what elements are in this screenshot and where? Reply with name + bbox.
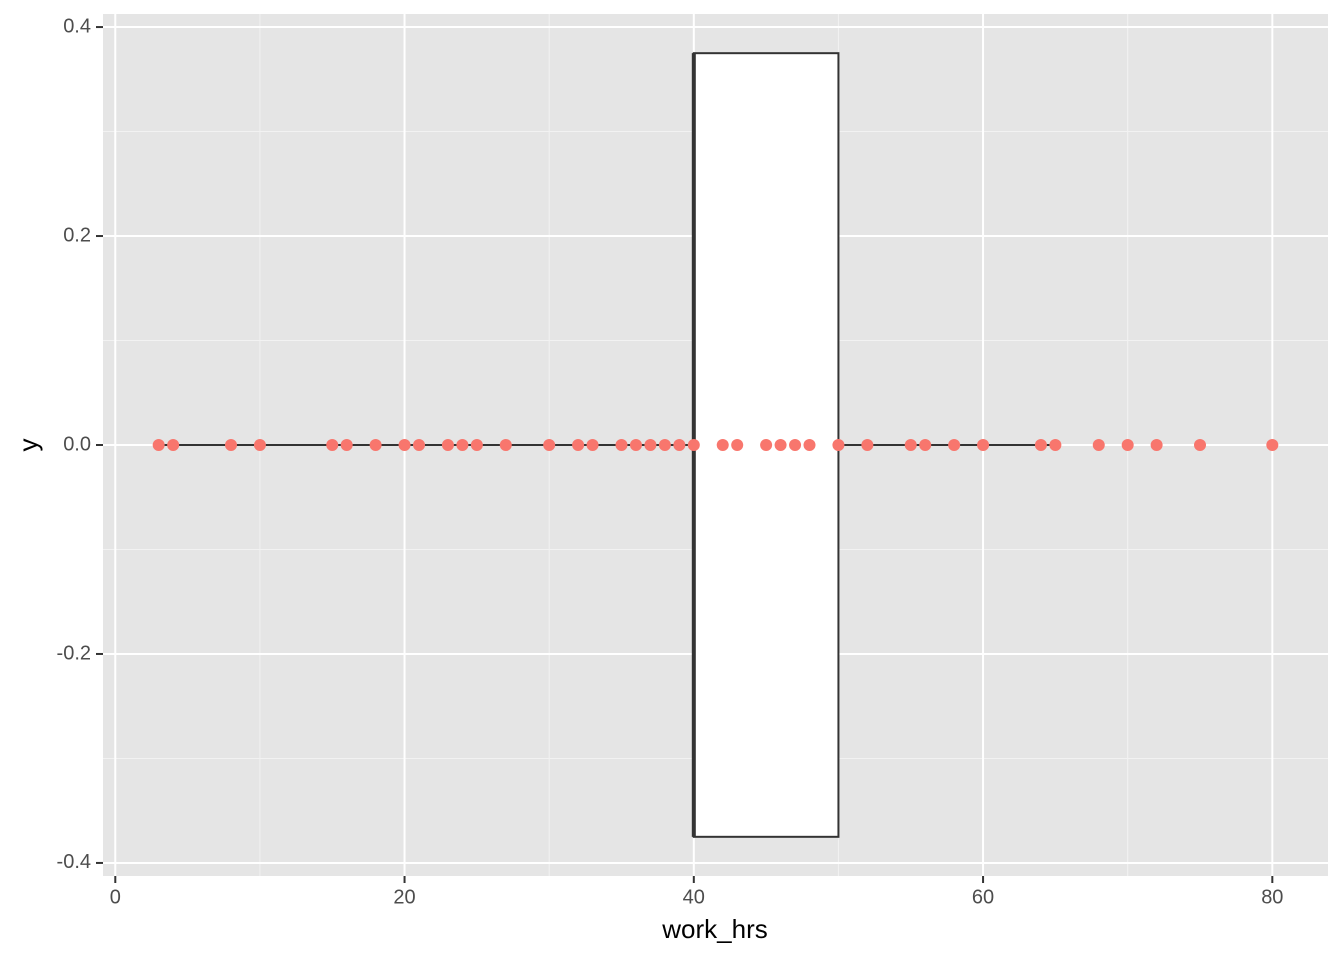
point (731, 439, 744, 451)
point (977, 439, 990, 451)
point (919, 439, 932, 451)
point (1092, 439, 1105, 451)
point (369, 439, 382, 451)
point (167, 439, 180, 451)
point (253, 439, 266, 451)
point (803, 439, 816, 451)
point (760, 439, 773, 451)
x-tick-label: 40 (683, 886, 705, 908)
point (1150, 439, 1163, 451)
point (572, 439, 585, 451)
y-tick-label: 0.4 (63, 15, 91, 37)
point (1121, 439, 1134, 451)
y-tick-label: 0.0 (63, 433, 91, 455)
point (1194, 439, 1207, 451)
point (152, 439, 165, 451)
point (629, 439, 642, 451)
x-tick-label: 80 (1261, 886, 1283, 908)
point (948, 439, 961, 451)
point (1266, 439, 1279, 451)
y-axis-label: y (13, 439, 43, 452)
point (644, 439, 657, 451)
point (716, 439, 729, 451)
point (224, 439, 237, 451)
point (615, 439, 628, 451)
x-axis-label: work_hrs (661, 914, 767, 944)
point (413, 439, 426, 451)
point (1049, 439, 1062, 451)
x-tick-label: 0 (110, 886, 121, 908)
point (861, 439, 874, 451)
point (789, 439, 802, 451)
point (687, 439, 700, 451)
point (326, 439, 339, 451)
y-tick-label: -0.2 (57, 642, 91, 664)
point (441, 439, 454, 451)
point (904, 439, 917, 451)
point (398, 439, 411, 451)
point (470, 439, 483, 451)
point (586, 439, 599, 451)
point (499, 439, 512, 451)
x-tick-label: 60 (972, 886, 994, 908)
point (673, 439, 686, 451)
y-tick-label: 0.2 (63, 224, 91, 246)
point (658, 439, 671, 451)
point (543, 439, 556, 451)
point (456, 439, 469, 451)
point (832, 439, 845, 451)
y-tick-label: -0.4 (57, 851, 91, 873)
point (774, 439, 787, 451)
x-tick-label: 20 (393, 886, 415, 908)
point (340, 439, 353, 451)
point (1034, 439, 1047, 451)
